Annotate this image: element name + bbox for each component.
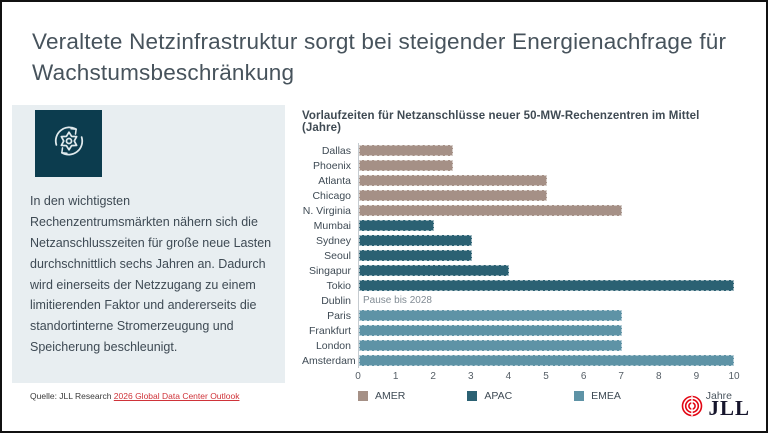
category-label: N. Virginia bbox=[302, 204, 351, 217]
bar-track bbox=[358, 233, 734, 248]
category-label: Dallas bbox=[321, 144, 351, 157]
legend-item-amer: AMER bbox=[358, 390, 405, 402]
bar-track bbox=[358, 188, 734, 203]
chart-row: Seoul bbox=[302, 248, 734, 263]
category-label: Frankfurt bbox=[308, 324, 351, 337]
legend-item-apac: APAC bbox=[467, 390, 512, 402]
category-label: Tokio bbox=[326, 279, 351, 292]
legend-item-emea: EMEA bbox=[574, 390, 621, 402]
chart-title: Vorlaufzeiten für Netzanschlüsse neuer 5… bbox=[302, 110, 700, 134]
bar-track bbox=[358, 323, 734, 338]
slide-title: Veraltete Netzinfrastruktur sorgt bei st… bbox=[32, 29, 727, 85]
chart-legend: AMER APAC EMEA Jahre bbox=[358, 390, 734, 402]
chart-row: Amsterdam bbox=[302, 353, 734, 368]
chart-row: Atlanta bbox=[302, 173, 734, 188]
bar-track bbox=[358, 143, 734, 158]
x-tick-label: 6 bbox=[580, 371, 587, 382]
x-tick-label: 9 bbox=[693, 371, 700, 382]
source-prefix: Quelle: JLL Research bbox=[30, 391, 114, 401]
highlight-text: In den wichtigsten Rechenzentrumsmärkten… bbox=[30, 194, 272, 355]
bar-phoenix bbox=[359, 160, 453, 171]
bar-atlanta bbox=[359, 175, 547, 186]
bar-track bbox=[358, 263, 734, 278]
x-tick-label: 0 bbox=[355, 371, 361, 382]
legend-label: APAC bbox=[484, 390, 513, 402]
legend-swatch-icon bbox=[574, 391, 585, 401]
category-label: Seoul bbox=[324, 249, 351, 262]
legend-swatch-icon bbox=[358, 391, 368, 401]
bar-n-virginia bbox=[359, 205, 622, 216]
chart-row: N. Virginia bbox=[302, 203, 734, 218]
chart-row: Sydney bbox=[302, 233, 734, 248]
bar-frankfurt bbox=[359, 325, 622, 336]
chart-row: Frankfurt bbox=[302, 323, 734, 338]
x-tick-label: 2 bbox=[430, 371, 436, 382]
category-label: Sydney bbox=[315, 234, 351, 247]
x-tick-label: 10 bbox=[728, 371, 740, 382]
category-label: Amsterdam bbox=[302, 354, 356, 367]
bar-track bbox=[358, 218, 734, 233]
category-label: Paris bbox=[327, 309, 351, 322]
x-axis: 0 1 2 3 4 5 6 7 8 9 10 bbox=[355, 371, 739, 384]
bar-chart: Vorlaufzeiten für Netzanschlüsse neuer 5… bbox=[302, 110, 740, 402]
x-tick-label: 4 bbox=[505, 371, 512, 382]
highlight-panel: In den wichtigsten Rechenzentrumsmärkten… bbox=[12, 105, 285, 383]
bar-annotation: Pause bis 2028 bbox=[363, 295, 432, 306]
x-tick-label: 7 bbox=[618, 371, 624, 382]
bar-singapur bbox=[359, 265, 509, 276]
jll-logo-text: JLL bbox=[708, 396, 750, 420]
x-tick-label: 5 bbox=[543, 371, 549, 382]
chart-row: Dallas bbox=[302, 143, 734, 158]
chart-row: Phoenix bbox=[302, 158, 734, 173]
bar-seoul bbox=[359, 250, 472, 261]
bar-tokio bbox=[359, 280, 734, 291]
icon-tile bbox=[35, 110, 102, 177]
legend-swatch-icon bbox=[467, 391, 478, 401]
source-line: Quelle: JLL Research 2026 Global Data Ce… bbox=[30, 391, 239, 401]
category-label: Dublin bbox=[321, 294, 351, 307]
bar-track bbox=[358, 158, 734, 173]
chart-row: Singapur bbox=[302, 263, 734, 278]
category-label: Phoenix bbox=[313, 159, 351, 172]
bar-track bbox=[358, 308, 734, 323]
bar-sydney bbox=[359, 235, 472, 246]
x-tick-label: 3 bbox=[468, 371, 474, 382]
category-label: Chicago bbox=[312, 189, 351, 202]
chart-row: Tokio bbox=[302, 278, 734, 293]
jll-logo-mark-icon bbox=[680, 394, 704, 423]
bar-london bbox=[359, 340, 622, 351]
jll-logo: JLL bbox=[680, 394, 750, 423]
bar-chicago bbox=[359, 190, 547, 201]
bar-mumbai bbox=[359, 220, 434, 231]
bar-track bbox=[358, 203, 734, 218]
chart-rows: Dallas Phoenix Atlanta Chicago N. Virginia Mu… bbox=[302, 143, 734, 368]
bar-track bbox=[358, 248, 734, 263]
x-tick-label: 8 bbox=[656, 371, 662, 382]
chart-row: Paris bbox=[302, 308, 734, 323]
bar-track bbox=[358, 278, 734, 293]
x-tick-label: 1 bbox=[392, 371, 399, 382]
x-axis-unit-label: Jahre bbox=[705, 390, 732, 402]
chart-row: Chicago bbox=[302, 188, 734, 203]
source-link[interactable]: 2026 Global Data Center Outlook bbox=[113, 391, 240, 401]
bar-track bbox=[358, 338, 734, 353]
chart-row: London bbox=[302, 338, 734, 353]
bar-dallas bbox=[359, 145, 453, 156]
bar-track bbox=[358, 353, 734, 368]
category-label: Singapur bbox=[308, 264, 351, 277]
category-label: Mumbai bbox=[313, 219, 351, 232]
category-label: Atlanta bbox=[318, 174, 351, 187]
chart-row: Dublin Pause bis 2028 bbox=[302, 293, 734, 308]
legend-label: EMEA bbox=[591, 390, 621, 402]
bar-track bbox=[358, 173, 734, 188]
bar-paris bbox=[359, 310, 622, 321]
chart-row: Mumbai bbox=[302, 218, 734, 233]
bar-amsterdam bbox=[359, 355, 734, 366]
gear-refresh-icon bbox=[47, 119, 91, 168]
legend-label: AMER bbox=[375, 390, 406, 402]
bar-track: Pause bis 2028 bbox=[358, 293, 734, 308]
category-label: London bbox=[315, 339, 351, 352]
